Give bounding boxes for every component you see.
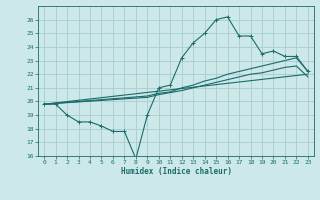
X-axis label: Humidex (Indice chaleur): Humidex (Indice chaleur)	[121, 167, 231, 176]
